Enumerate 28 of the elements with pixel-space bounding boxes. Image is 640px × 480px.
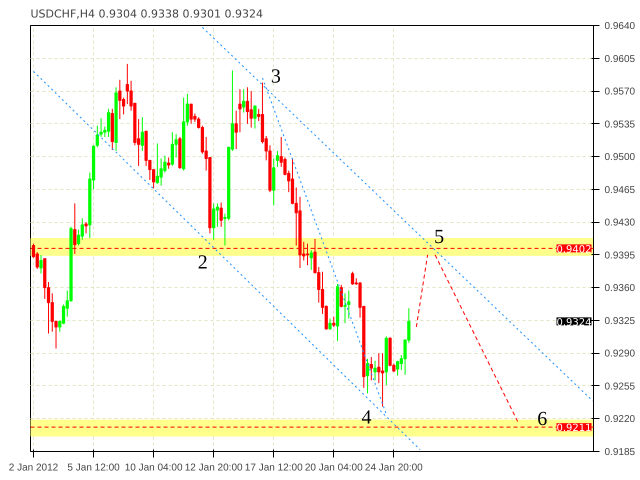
y-tick-label: 0.9185 xyxy=(604,447,636,458)
y-tick-label: 0.9430 xyxy=(604,218,636,229)
annotation: 6 xyxy=(537,408,548,430)
y-tick-label: 0.9255 xyxy=(604,381,636,392)
y-tick-label: 0.9535 xyxy=(604,119,636,130)
y-tick-label: 0.9465 xyxy=(604,184,636,196)
annotation: 4 xyxy=(362,406,372,428)
y-tick-label: 0.9570 xyxy=(604,86,636,98)
y-tick-label: 0.9220 xyxy=(604,414,636,426)
y-tick-label: 0.9325 xyxy=(604,316,636,327)
chart-title: USDCHF,H4 0.9304 0.9338 0.9301 0.9324 xyxy=(30,8,263,20)
annotation: 5 xyxy=(434,226,444,248)
x-tick-label: 24 Jan 20:00 xyxy=(364,462,424,474)
y-tick-label: 0.9360 xyxy=(604,283,636,294)
y-tick-label: 0.9290 xyxy=(604,348,636,360)
x-tick-label: 2 Jan 2012 xyxy=(8,462,59,474)
y-tick-label: 0.9605 xyxy=(604,54,636,65)
annotation: 0.9324 xyxy=(556,317,592,328)
x-tick-label: 17 Jan 12:00 xyxy=(244,462,304,474)
y-tick-label: 0.9395 xyxy=(604,250,636,262)
x-tick-label: 10 Jan 04:00 xyxy=(124,462,183,474)
x-tick-label: 12 Jan 20:00 xyxy=(184,462,244,474)
y-tick-label: 0.9500 xyxy=(604,152,636,164)
annotation: 2 xyxy=(198,251,208,274)
x-tick-label: 5 Jan 12:00 xyxy=(67,462,120,474)
x-tick-label: 20 Jan 04:00 xyxy=(304,462,364,474)
y-tick-label: 0.9640 xyxy=(604,21,636,32)
annotation: 3 xyxy=(270,66,281,88)
